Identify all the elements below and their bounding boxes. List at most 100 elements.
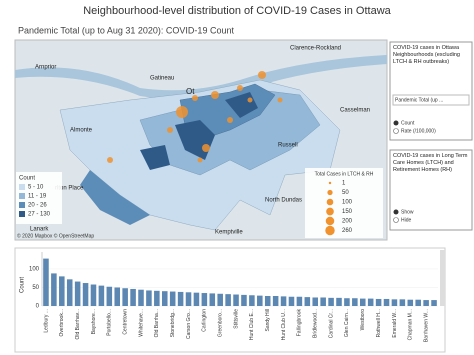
place-label: Lanark xyxy=(30,227,49,233)
bar xyxy=(169,291,176,306)
place-label: Casselman xyxy=(340,108,370,114)
place-label: rlton Place xyxy=(55,186,84,192)
legend-label: 260 xyxy=(342,228,353,234)
bar xyxy=(383,298,390,306)
bar xyxy=(233,294,239,306)
x-tick-label: Fallingbrook xyxy=(297,309,303,337)
bar xyxy=(130,288,136,306)
x-tick-label: Whitehave... xyxy=(138,309,144,337)
radio[interactable] xyxy=(393,128,399,134)
bar xyxy=(415,299,421,306)
bar xyxy=(423,300,429,306)
legend-size-mark xyxy=(326,198,334,206)
legend-size-mark xyxy=(326,207,334,216)
x-tick-label: Emerald W... xyxy=(392,309,398,338)
bar xyxy=(146,290,152,306)
x-tick-label: Bayshore... xyxy=(91,309,97,334)
legend-swatch xyxy=(19,184,25,190)
legend-size-mark xyxy=(328,181,332,185)
place-label: Gatineau xyxy=(150,76,174,82)
legend-size-mark xyxy=(325,225,335,236)
legend-label: 11 - 19 xyxy=(28,194,47,200)
bar xyxy=(82,283,89,306)
scrollbar[interactable] xyxy=(440,250,445,306)
x-tick-label: Old Barrha... xyxy=(154,309,160,337)
x-tick-label: Portobello... xyxy=(107,309,113,336)
x-tick-label: Old Barrhav... xyxy=(75,309,81,339)
y-tick-label: 50 xyxy=(32,285,39,291)
place-label: North Dundas xyxy=(265,198,302,204)
bar xyxy=(272,296,279,306)
bar xyxy=(320,297,326,306)
map-markers xyxy=(107,71,283,163)
dropdown[interactable] xyxy=(392,94,470,106)
x-tick-label: Carlington xyxy=(202,309,208,332)
bar xyxy=(280,296,287,306)
x-tick-label: Glen Cairn... xyxy=(344,309,350,337)
radio-label: Hide xyxy=(401,217,412,223)
bar xyxy=(209,293,216,306)
legend-title: Count xyxy=(19,176,35,182)
x-tick-label: Rothwell H... xyxy=(376,309,382,337)
bar xyxy=(344,298,350,306)
bar xyxy=(98,285,105,306)
radio[interactable] xyxy=(393,217,399,223)
x-tick-label: Westboro xyxy=(360,309,366,331)
size-legend-box xyxy=(305,168,383,238)
map-marker xyxy=(107,157,113,163)
bar xyxy=(391,299,398,306)
subtitle: Pandemic Total (up to Aug 31 2020): COVI… xyxy=(18,25,234,35)
bar xyxy=(217,293,223,306)
y-axis-label: Count xyxy=(20,277,26,293)
region xyxy=(80,170,150,225)
map-marker xyxy=(192,95,198,101)
legend-title: Total Cases in LTCH & RH xyxy=(315,171,374,177)
bar xyxy=(177,291,184,306)
bar xyxy=(375,298,382,306)
bar xyxy=(359,298,366,306)
legend-label: 20 - 26 xyxy=(28,203,47,209)
bar xyxy=(241,294,247,306)
bar xyxy=(399,299,406,306)
radio[interactable] xyxy=(393,120,399,126)
bar xyxy=(328,297,334,306)
bar xyxy=(352,298,358,306)
bar xyxy=(336,297,342,306)
x-tick-label: Sandy Hill xyxy=(265,309,271,332)
legend-label: 150 xyxy=(342,209,353,215)
bar xyxy=(193,292,200,306)
place-label: Russell xyxy=(278,143,298,149)
bar xyxy=(106,286,113,306)
region xyxy=(140,92,258,170)
radio-label: Show xyxy=(401,209,414,215)
radio[interactable] xyxy=(393,209,399,215)
bar xyxy=(59,276,65,306)
attribution: © 2020 Mapbox © OpenStreetMap xyxy=(17,232,94,239)
legend-label: 200 xyxy=(342,219,353,225)
bar xyxy=(225,294,231,306)
bar xyxy=(249,295,255,306)
place-label: Almonte xyxy=(70,128,93,134)
y-tick-label: 100 xyxy=(29,267,40,273)
title: Neighbourhood-level distribution of COVI… xyxy=(83,5,391,17)
panel-title: COVID-19 cases in Long Term Care Homes (… xyxy=(393,153,468,173)
bar xyxy=(304,297,311,306)
legend-size-mark xyxy=(327,189,333,196)
bar xyxy=(367,298,374,306)
bar xyxy=(154,290,160,306)
radio-label: Count xyxy=(401,120,415,126)
x-tick-label: Stonebridg... xyxy=(170,309,176,337)
place-label: Ot xyxy=(186,87,195,96)
map-marker xyxy=(211,91,219,99)
map-marker xyxy=(237,85,243,91)
y-tick-label: 0 xyxy=(36,304,40,310)
river xyxy=(15,55,387,100)
panel xyxy=(389,41,473,141)
bar xyxy=(43,258,49,306)
bar xyxy=(201,293,208,306)
map-marker xyxy=(197,157,203,163)
x-tick-label: Hunt Club E... xyxy=(249,309,255,340)
place-label: Clarence-Rockland xyxy=(290,46,341,52)
x-tick-label: Carson Gro... xyxy=(186,309,192,339)
legend-size-mark xyxy=(325,216,335,226)
